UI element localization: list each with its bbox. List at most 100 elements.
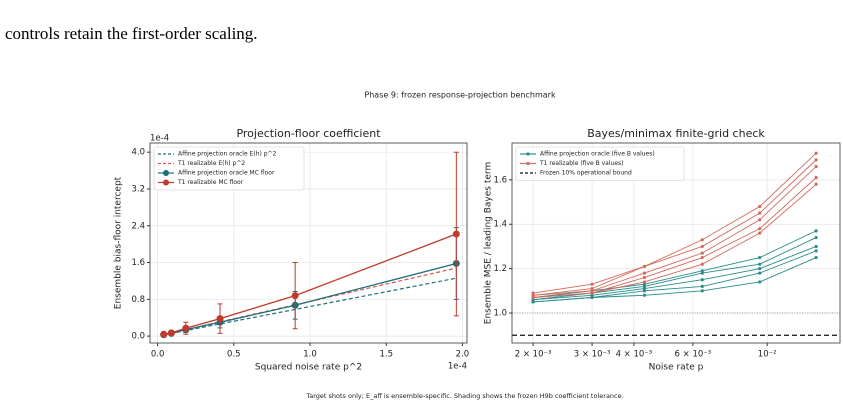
series-line [533,159,817,296]
x-tick-label: 6 × 10⁻³ [675,350,712,360]
y-tick-label: 1.2 [493,264,507,274]
x-tick-label: 1.0 [303,350,317,360]
point [182,324,190,332]
y-tick-label: 1.6 [131,258,145,268]
point [758,211,762,215]
legend-marker [526,161,530,166]
caption: Target shots only; E_aff is ensemble-spe… [305,392,623,400]
point [758,262,762,266]
legend-marker [163,170,169,176]
point [642,289,647,293]
legend-box [515,146,685,181]
figure-title: Phase 9: frozen response-projection benc… [364,91,556,100]
point [642,280,647,284]
x-tick-label: 2 × 10⁻³ [515,350,552,360]
point [758,267,762,271]
x-axis-label: Squared noise rate p^2 [255,363,362,373]
point [590,287,594,291]
y-tick-label: 0.8 [131,295,145,305]
point [642,293,647,297]
x-tick-label: 10⁻² [758,350,777,360]
point [758,271,762,275]
point [642,287,647,291]
legend-label: Affine projection oracle E(h) p^2 [178,151,277,158]
y-tick-label: 1.4 [493,220,507,230]
point [291,292,299,300]
point [590,289,594,293]
point [814,255,818,260]
point [758,204,762,209]
legend-label: Affine projection oracle MC floor [178,170,275,177]
legend-label: T1 realizable MC floor [177,179,244,186]
series-line [533,183,817,298]
point [814,164,818,169]
legend-marker [526,152,530,156]
x-axis-label: Noise rate p [649,363,704,373]
point [160,330,168,338]
point [758,218,762,222]
series-line [533,152,817,294]
point [531,293,535,297]
point [700,262,704,266]
y-axis-label: Ensemble MSE / leading Bayes term [484,162,494,324]
legend-marker [163,179,169,186]
point [642,264,647,269]
series-line [163,277,457,336]
point [700,284,704,288]
point [814,151,818,155]
point [814,244,818,249]
y-tick-label: 4.0 [131,148,145,158]
plot-frame [149,142,468,344]
point [814,249,818,253]
point [700,238,704,242]
y-tick-label: 3.2 [131,184,145,194]
point [590,293,594,297]
legend-label: T1 realizable E(h) p^2 [177,160,245,167]
legend-label: Affine projection oracle (five B values) [540,151,655,158]
point [216,315,224,323]
point [642,271,647,275]
point [758,280,762,284]
series-line [533,166,817,296]
point [814,176,818,180]
point [700,278,704,282]
y-axis-label: Ensemble bias-floor intercept [114,176,124,309]
body-text: controls retain the first-order scaling. [5,24,258,43]
y-tick-label: 1.6 [493,175,507,185]
point [642,275,647,280]
y-tick-label: 2.4 [131,221,145,231]
x-tick-label: 4 × 10⁻³ [616,350,653,360]
legend-label: Frozen 10% operational bound [540,170,632,177]
x-offset-label: 1e-4 [448,362,467,372]
y-tick-label: 0.0 [131,332,145,342]
point [814,235,818,240]
point [531,291,535,295]
chart-title: Bayes/minimax finite-grid check [587,127,765,140]
point [700,255,704,260]
point [167,329,175,337]
point [452,230,460,238]
point [758,227,762,231]
x-tick-label: 3 × 10⁻³ [574,350,611,360]
series-line [533,246,817,301]
point [700,269,704,273]
plot-frame [511,142,841,344]
point [590,282,594,286]
point [590,291,594,295]
point [758,255,762,260]
point [814,229,818,233]
x-tick-label: 1.5 [379,350,393,360]
x-tick-label: 0.0 [151,350,165,360]
point [700,289,704,293]
legend-label: T1 realizable (five B values) [539,160,623,167]
series-line [533,230,817,298]
point [531,298,535,302]
point [814,158,818,162]
point [642,282,647,286]
point [590,295,594,300]
point [642,284,647,288]
x-tick-label: 2.0 [456,350,470,360]
x-tick-label: 0.5 [227,350,241,360]
